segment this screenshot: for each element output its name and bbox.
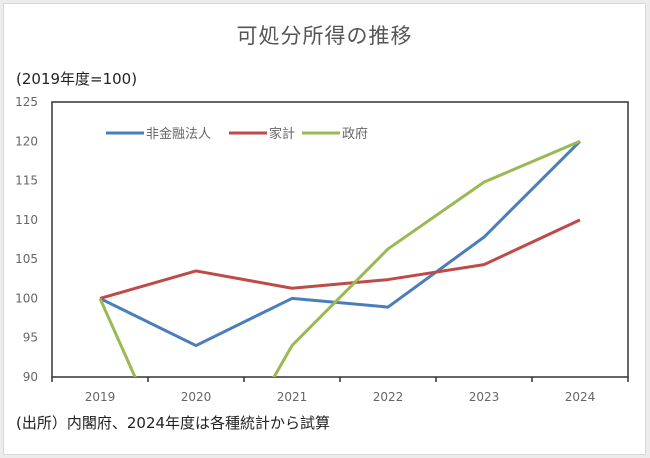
axes: 90 95 100 105 110 115 120 125 2019 2020 2021 2022 20… [15,95,629,404]
x-tick-label: 2022 [373,390,404,404]
series-lines [98,139,582,377]
y-tick-label: 125 [15,95,38,109]
x-tick-label: 2019 [85,390,116,404]
x-tick-label: 2020 [181,390,212,404]
x-tick-label: 2024 [565,390,596,404]
y-tick-label: 90 [23,370,38,384]
legend-label: 家計 [269,126,295,142]
legend: 非金融法人 家計 政府 [106,126,368,142]
unit-label: (2019年度=100) [16,70,138,88]
y-tick-label: 100 [15,291,38,305]
legend-label: 政府 [342,127,368,142]
chart-title: 可処分所得の推移 [236,24,413,48]
series-line [99,140,582,348]
plot-border [51,101,629,378]
x-tick-label: 2023 [469,390,500,404]
series-line [99,218,581,300]
chart-frame: 可処分所得の推移 (2019年度=100) (出所）内閣府、2024年度は各種統… [3,3,646,455]
y-tick-label: 105 [15,252,38,266]
source-note: (出所）内閣府、2024年度は各種統計から試算 [16,414,331,432]
legend-item: 家計 [229,126,295,142]
legend-item: 政府 [302,127,368,142]
y-tick-label: 95 [23,331,38,345]
legend-item: 非金融法人 [106,126,211,142]
y-tick-label: 120 [15,134,38,148]
x-tick-label: 2021 [277,390,308,404]
y-tick-label: 115 [15,174,38,188]
y-tick-label: 110 [15,213,38,227]
series-line [98,139,581,377]
legend-label: 非金融法人 [146,126,211,142]
